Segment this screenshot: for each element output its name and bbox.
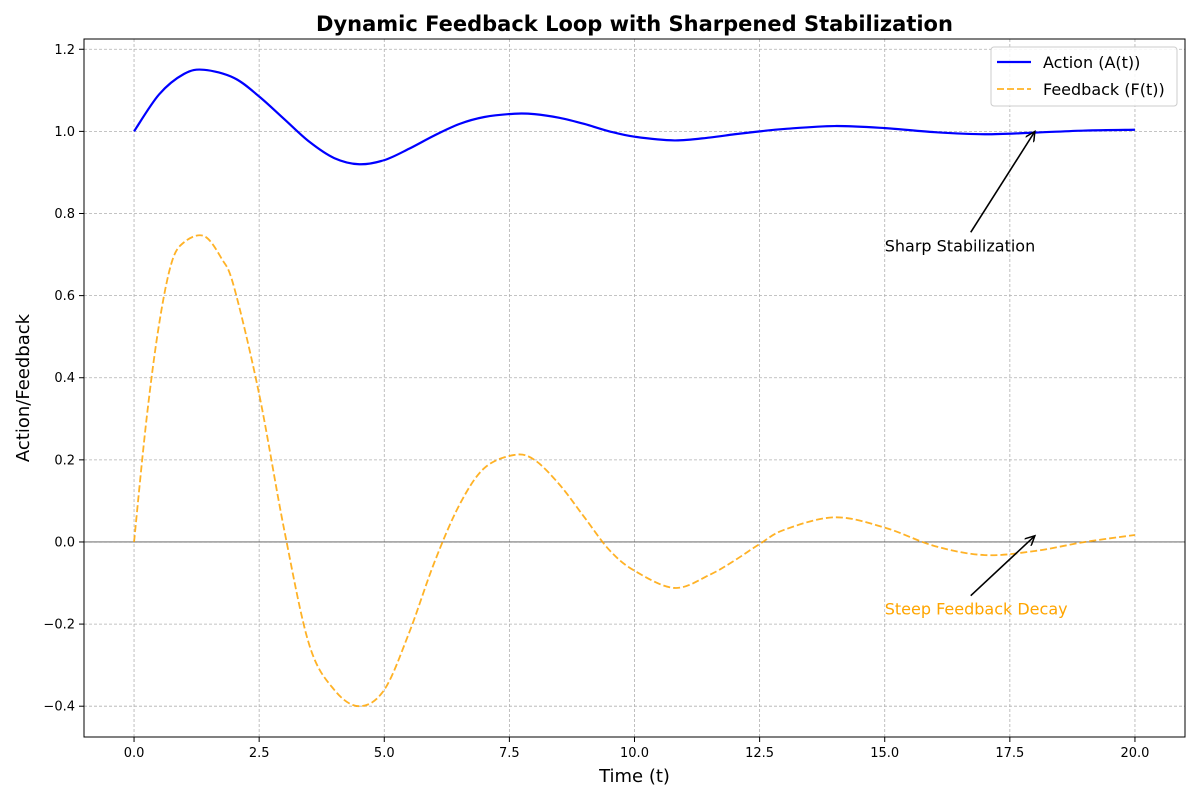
y-tick-label: 0.6 — [54, 289, 75, 304]
grid-lines — [84, 39, 1185, 737]
annotation-label: Sharp Stabilization — [885, 236, 1036, 255]
series-line-feedback — [133, 234, 1136, 708]
y-tick-label: 0.2 — [54, 453, 75, 468]
y-tick-label: −0.4 — [43, 700, 75, 715]
x-tick-label: 12.5 — [745, 746, 774, 761]
x-tick-label: 15.0 — [870, 746, 899, 761]
y-tick-label: 0.4 — [54, 371, 75, 386]
x-axis-label: Time (t) — [598, 766, 670, 787]
y-axis-label: Action/Feedback — [13, 313, 34, 462]
legend-label: Feedback (F(t)) — [1043, 80, 1165, 99]
x-tick-label: 7.5 — [499, 746, 520, 761]
x-tick-label: 2.5 — [249, 746, 270, 761]
x-tick-label: 17.5 — [995, 746, 1024, 761]
y-tick-label: −0.2 — [43, 618, 75, 633]
plot-frame — [83, 38, 1186, 738]
legend: Action (A(t)) Feedback (F(t)) — [990, 46, 1178, 107]
y-tick-label: 1.2 — [54, 43, 75, 58]
x-tick-label: 5.0 — [374, 746, 395, 761]
annotation-arrow — [970, 131, 1035, 233]
legend-label: Action (A(t)) — [1043, 53, 1140, 72]
x-tick-label: 10.0 — [620, 746, 649, 761]
y-tick-label: 1.0 — [54, 125, 75, 140]
y-tick-label: 0.8 — [54, 207, 75, 222]
series-line-action — [133, 68, 1135, 166]
y-tick-label: 0.0 — [54, 535, 75, 550]
chart-title: Dynamic Feedback Loop with Sharpened Sta… — [316, 12, 953, 36]
series-layer — [133, 68, 1136, 708]
axis-ticks: 0.0 2.5 5.0 7.5 10.0 12.5 15.0 17.5 20.0 −0.4 −0.2… — [43, 43, 1149, 761]
legend-box — [990, 46, 1178, 107]
annotation-arrow — [970, 536, 1035, 597]
x-tick-label: 20.0 — [1120, 746, 1149, 761]
x-tick-label: 0.0 — [124, 746, 145, 761]
annotation-label: Steep Feedback Decay — [885, 600, 1068, 619]
annotations-layer: Sharp Stabilization Steep Feedback Decay — [885, 131, 1068, 619]
